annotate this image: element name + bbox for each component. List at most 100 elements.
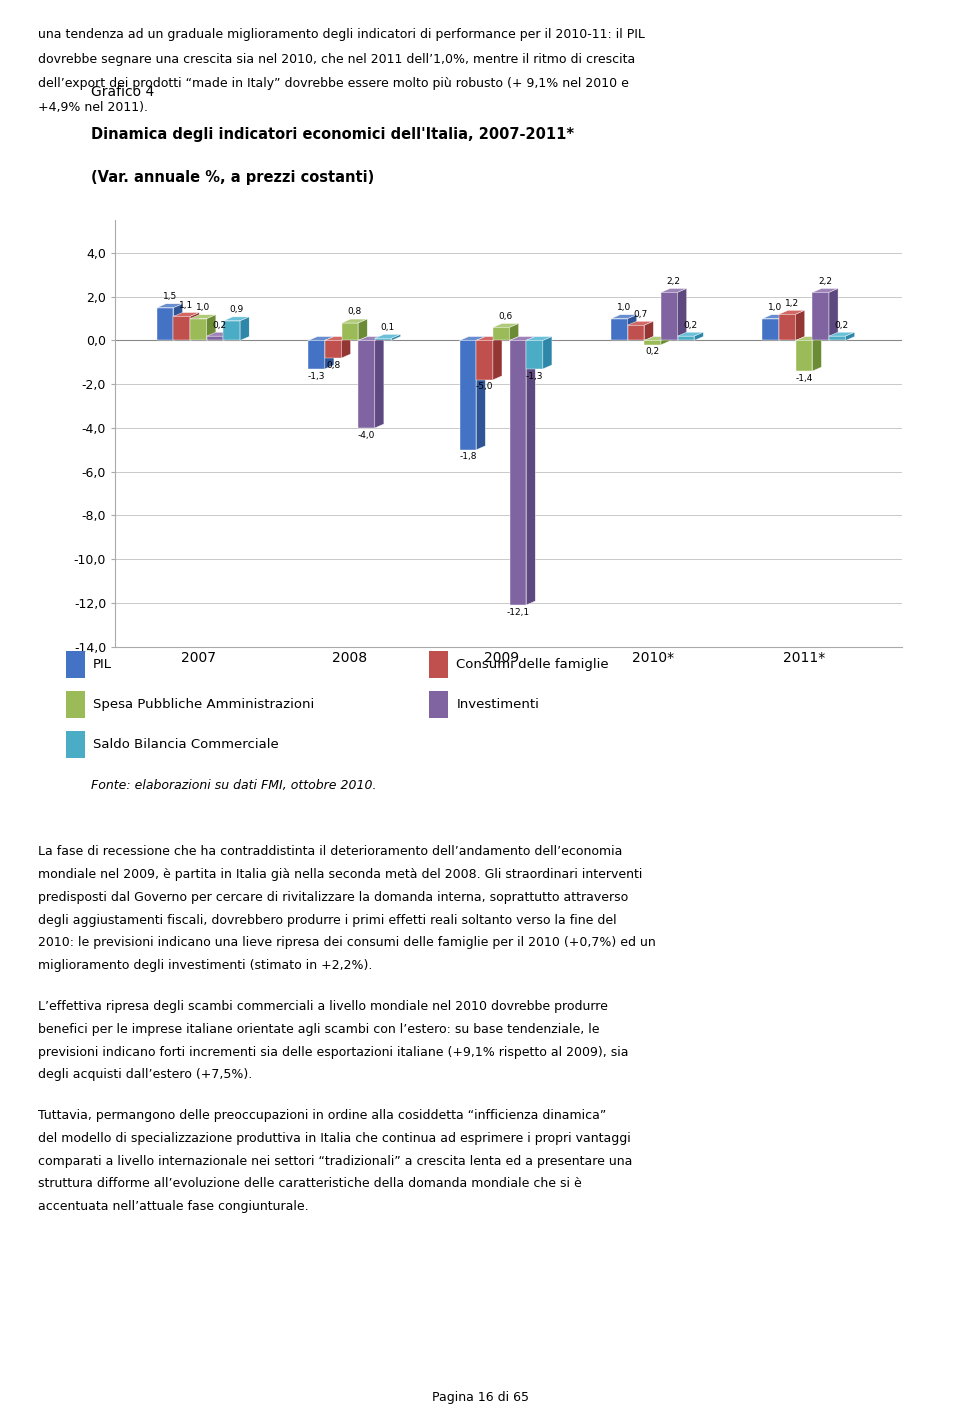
Text: degli aggiustamenti fiscali, dovrebbero produrre i primi effetti reali soltanto : degli aggiustamenti fiscali, dovrebbero … [38, 914, 617, 926]
Polygon shape [224, 321, 240, 341]
Text: Saldo Bilancia Commerciale: Saldo Bilancia Commerciale [93, 737, 278, 750]
Text: miglioramento degli investimenti (stimato in +2,2%).: miglioramento degli investimenti (stimat… [38, 959, 372, 972]
FancyBboxPatch shape [66, 651, 84, 678]
Text: 2,2: 2,2 [667, 277, 681, 286]
Polygon shape [796, 341, 812, 371]
Text: una tendenza ad un graduale miglioramento degli indicatori di performance per il: una tendenza ad un graduale migliorament… [38, 28, 645, 41]
Text: Spesa Pubbliche Amministrazioni: Spesa Pubbliche Amministrazioni [93, 698, 314, 710]
Polygon shape [392, 334, 400, 341]
Polygon shape [374, 338, 392, 341]
Text: 2010: le previsioni indicano una lieve ripresa dei consumi delle famiglie per il: 2010: le previsioni indicano una lieve r… [38, 936, 656, 949]
Polygon shape [492, 324, 518, 327]
Polygon shape [829, 288, 838, 341]
Polygon shape [779, 314, 788, 341]
Text: PIL: PIL [93, 658, 112, 671]
Polygon shape [190, 313, 200, 341]
Text: Consumi delle famiglie: Consumi delle famiglie [456, 658, 609, 671]
Text: L’effettiva ripresa degli scambi commerciali a livello mondiale nel 2010 dovrebb: L’effettiva ripresa degli scambi commerc… [38, 1000, 609, 1013]
Polygon shape [660, 293, 678, 341]
Polygon shape [510, 337, 536, 341]
Text: -5,0: -5,0 [476, 382, 493, 391]
Polygon shape [206, 333, 232, 337]
Text: 0,9: 0,9 [229, 306, 244, 314]
Polygon shape [476, 337, 486, 450]
Polygon shape [206, 337, 224, 341]
Polygon shape [156, 308, 174, 341]
Text: 1,0: 1,0 [616, 303, 631, 313]
Text: degli acquisti dall’estero (+7,5%).: degli acquisti dall’estero (+7,5%). [38, 1069, 252, 1081]
Polygon shape [510, 341, 526, 605]
Polygon shape [526, 337, 552, 341]
Polygon shape [628, 314, 636, 341]
Polygon shape [796, 310, 804, 341]
Text: Investimenti: Investimenti [456, 698, 540, 710]
Polygon shape [476, 341, 492, 379]
Text: 0,2: 0,2 [645, 348, 660, 357]
Polygon shape [542, 337, 552, 369]
Polygon shape [358, 341, 374, 428]
Polygon shape [762, 318, 779, 341]
Text: 0,7: 0,7 [634, 310, 648, 318]
Polygon shape [190, 314, 216, 318]
Text: -12,1: -12,1 [506, 608, 530, 617]
Polygon shape [829, 333, 854, 337]
FancyBboxPatch shape [66, 691, 84, 718]
Polygon shape [644, 337, 670, 341]
Polygon shape [526, 341, 542, 369]
Polygon shape [812, 288, 838, 293]
Text: 0,6: 0,6 [498, 311, 513, 321]
Text: 0,2: 0,2 [835, 321, 849, 330]
Polygon shape [190, 318, 206, 341]
Polygon shape [779, 314, 796, 341]
Polygon shape [779, 310, 804, 314]
Text: 0,2: 0,2 [684, 321, 698, 330]
Polygon shape [224, 317, 250, 321]
Polygon shape [324, 341, 342, 358]
Polygon shape [812, 293, 829, 341]
Polygon shape [324, 337, 334, 369]
Text: 1,0: 1,0 [196, 303, 210, 313]
Text: 0,1: 0,1 [380, 323, 395, 331]
Text: 0,8: 0,8 [326, 361, 340, 369]
Text: Tuttavia, permangono delle preoccupazioni in ordine alla cosiddetta “infficienza: Tuttavia, permangono delle preoccupazion… [38, 1110, 607, 1123]
Polygon shape [374, 337, 384, 428]
Text: previsioni indicano forti incrementi sia delle esportazioni italiane (+9,1% risp: previsioni indicano forti incrementi sia… [38, 1046, 629, 1059]
Polygon shape [644, 321, 654, 341]
Text: benefici per le imprese italiane orientate agli scambi con l’estero: su base ten: benefici per le imprese italiane orienta… [38, 1023, 600, 1036]
Polygon shape [694, 333, 704, 341]
Polygon shape [342, 323, 358, 341]
Text: 1,2: 1,2 [785, 298, 799, 308]
Polygon shape [460, 341, 476, 450]
Text: Grafico 4: Grafico 4 [91, 85, 155, 98]
Polygon shape [358, 320, 368, 341]
Polygon shape [342, 320, 368, 323]
Text: 2,2: 2,2 [818, 277, 832, 286]
FancyBboxPatch shape [429, 651, 448, 678]
Polygon shape [846, 333, 854, 341]
Polygon shape [812, 337, 822, 371]
Text: predisposti dal Governo per cercare di rivitalizzare la domanda interna, sopratt: predisposti dal Governo per cercare di r… [38, 891, 629, 904]
Text: accentuata nell’attuale fase congiunturale.: accentuata nell’attuale fase congiuntura… [38, 1201, 309, 1214]
Polygon shape [628, 321, 654, 325]
Polygon shape [342, 337, 350, 358]
Polygon shape [308, 341, 324, 369]
Text: 1,5: 1,5 [162, 293, 177, 301]
Polygon shape [678, 288, 686, 341]
FancyBboxPatch shape [429, 691, 448, 718]
Text: struttura difforme all’evoluzione delle caratteristiche della domanda mondiale c: struttura difforme all’evoluzione delle … [38, 1178, 582, 1191]
Polygon shape [156, 304, 182, 308]
Text: 1,0: 1,0 [768, 303, 782, 313]
Text: comparati a livello internazionale nei settori “tradizionali” a crescita lenta e: comparati a livello internazionale nei s… [38, 1155, 633, 1168]
Text: dovrebbe segnare una crescita sia nel 2010, che nel 2011 dell’1,0%, mentre il ri: dovrebbe segnare una crescita sia nel 20… [38, 53, 636, 65]
Polygon shape [762, 314, 788, 318]
Polygon shape [240, 317, 250, 341]
Polygon shape [460, 337, 486, 341]
Polygon shape [492, 327, 510, 341]
Polygon shape [678, 337, 694, 341]
Text: -4,0: -4,0 [358, 431, 375, 439]
Polygon shape [628, 325, 644, 341]
Polygon shape [174, 313, 200, 317]
Polygon shape [660, 288, 686, 293]
Text: Fonte: elaborazioni su dati FMI, ottobre 2010.: Fonte: elaborazioni su dati FMI, ottobre… [91, 779, 377, 791]
Polygon shape [611, 318, 628, 341]
